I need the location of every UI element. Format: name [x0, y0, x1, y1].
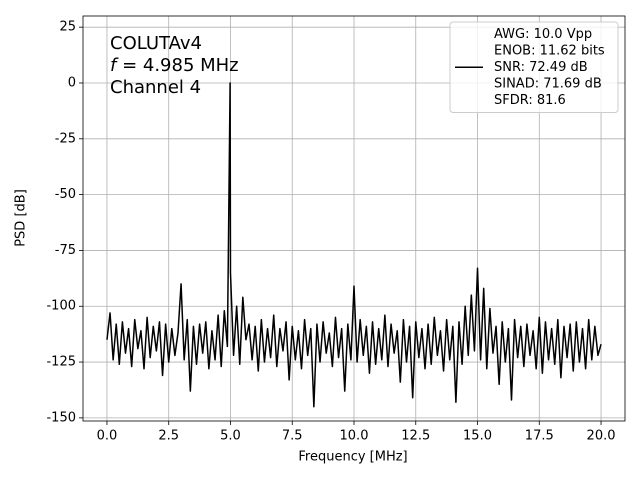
x-axis-label: Frequency [MHz] — [298, 450, 407, 465]
legend-line: ENOB: 11.62 bits — [494, 43, 605, 58]
plot-frame — [82, 15, 626, 422]
legend-label: AWG: 10.0 Vpp ENOB: 11.62 bits SNR: 72.49 … — [494, 27, 605, 108]
annotation: f = 4.985 MHz — [110, 55, 239, 76]
annotation: COLUTAv4 — [110, 33, 202, 54]
y-tick-label: -75 — [55, 243, 76, 258]
data-line — [106, 82, 602, 408]
x-tick-label: 12.5 — [401, 429, 430, 444]
x-tick-label: 0.0 — [97, 429, 118, 444]
annotation: Channel 4 — [110, 77, 201, 98]
legend-box — [449, 21, 619, 113]
y-tick-label: -25 — [55, 131, 76, 146]
x-tick-label: 10.0 — [340, 429, 369, 444]
y-tick-label: -100 — [46, 299, 76, 314]
y-tick-label: 25 — [59, 20, 76, 35]
x-tick-label: 5.0 — [220, 429, 241, 444]
y-tick-label: -50 — [55, 187, 76, 202]
x-tick-label: 20.0 — [587, 429, 616, 444]
legend-line: AWG: 10.0 Vpp — [494, 27, 592, 42]
x-tick-label: 15.0 — [463, 429, 492, 444]
y-axis-label: PSD [dB] — [14, 189, 29, 247]
x-tick-label: 7.5 — [282, 429, 303, 444]
y-tick-label: -125 — [46, 355, 76, 370]
x-tick-label: 2.5 — [158, 429, 179, 444]
y-tick-label: -150 — [46, 410, 76, 425]
annotation-symbol: f — [110, 55, 119, 76]
x-tick-label: 17.5 — [525, 429, 554, 444]
legend-line: SNR: 72.49 dB — [494, 60, 588, 75]
annotation-text: = 4.985 MHz — [116, 55, 238, 76]
legend-line: SFDR: 81.6 — [494, 93, 566, 108]
y-tick-label: 0 — [68, 75, 76, 90]
legend-line: SINAD: 71.69 dB — [494, 76, 602, 91]
